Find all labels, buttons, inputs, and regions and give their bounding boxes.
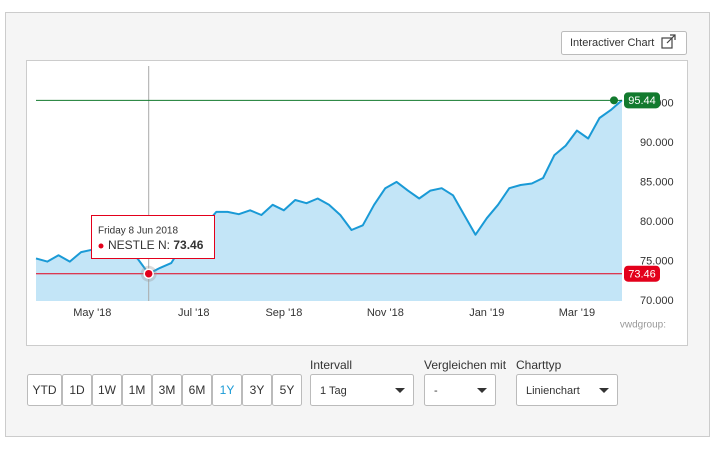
- tooltip-value: NESTLE N: 73.46: [108, 238, 204, 252]
- range-button[interactable]: [62, 374, 92, 406]
- dropdown-arrow: [395, 388, 405, 393]
- dropdown[interactable]: [310, 374, 414, 406]
- y-tick-label: 85.000: [640, 177, 674, 189]
- range-button-label: 1D: [69, 383, 85, 397]
- dropdown[interactable]: [424, 374, 496, 406]
- y-tick-label: 90.000: [640, 137, 674, 149]
- hover-point: [143, 268, 154, 279]
- x-tick-label: Jul '18: [178, 307, 209, 319]
- dropdown-value: Linienchart: [526, 385, 580, 397]
- range-button[interactable]: [182, 374, 212, 406]
- hover-value-badge-label: 73.46: [628, 269, 656, 281]
- range-button[interactable]: [212, 374, 242, 406]
- range-button[interactable]: [242, 374, 272, 406]
- dropdown-label: Charttyp: [516, 358, 562, 372]
- dropdown-value: -: [434, 385, 438, 397]
- tooltip-number: 73.46: [173, 238, 203, 252]
- last-value-badge-label: 95.44: [628, 95, 656, 107]
- interactive-button-label: Interactiver Chart: [570, 37, 654, 49]
- tooltip-date: Friday 8 Jun 2018: [98, 226, 178, 237]
- tooltip: [91, 215, 215, 259]
- range-button-label: 6M: [189, 383, 206, 397]
- range-button[interactable]: [152, 374, 182, 406]
- range-button-label: 1Y: [220, 383, 235, 397]
- range-button-label: 3Y: [250, 383, 265, 397]
- x-tick-label: Jan '19: [469, 307, 504, 319]
- range-button[interactable]: [272, 374, 302, 406]
- range-button-label: 1W: [98, 383, 117, 397]
- y-tick-label: 70.000: [640, 295, 674, 307]
- x-tick-label: Mar '19: [559, 307, 595, 319]
- dropdown-label: Intervall: [310, 358, 352, 372]
- tooltip-dot: [98, 243, 104, 249]
- range-button[interactable]: [92, 374, 122, 406]
- range-button[interactable]: [27, 374, 62, 406]
- y-tick-label: 75.000: [640, 255, 674, 267]
- hover-value-badge: [624, 265, 660, 282]
- dropdown-value: 1 Tag: [320, 385, 347, 397]
- x-tick-label: Nov '18: [367, 307, 404, 319]
- x-tick-label: Sep '18: [265, 307, 302, 319]
- dropdown[interactable]: [516, 374, 618, 406]
- last-value-badge: [624, 92, 660, 109]
- range-button[interactable]: [122, 374, 152, 406]
- range-button-label: YTD: [33, 383, 57, 397]
- range-button-label: 3M: [159, 383, 176, 397]
- dropdown-label: Vergleichen mit: [424, 358, 507, 372]
- y-tick-label: 80.000: [640, 216, 674, 228]
- range-button-label: 1M: [129, 383, 146, 397]
- dropdown-arrow: [599, 388, 609, 393]
- tooltip-series: NESTLE N:: [108, 238, 170, 252]
- range-button-label: 5Y: [280, 383, 295, 397]
- external-icon: [661, 34, 676, 49]
- x-tick-label: May '18: [73, 307, 111, 319]
- interactive-button[interactable]: [561, 31, 687, 55]
- dropdown-arrow: [477, 388, 487, 393]
- last-point: [610, 96, 618, 105]
- watermark: vwdgroup:: [620, 320, 666, 331]
